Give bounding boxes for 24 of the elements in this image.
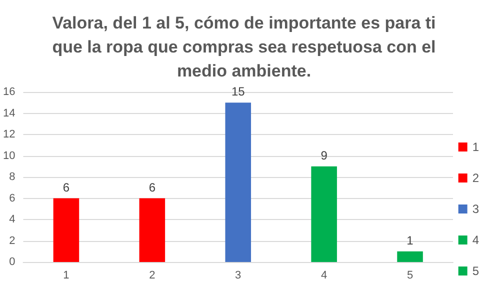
y-tick-label: 2 bbox=[9, 234, 16, 247]
data-label: 9 bbox=[320, 148, 328, 162]
legend-label: 1 bbox=[472, 140, 480, 154]
y-tick-label: 10 bbox=[2, 150, 16, 162]
x-tick-label: 2 bbox=[149, 270, 156, 282]
x-tick-label: 5 bbox=[406, 270, 414, 282]
x-tick-label: 1 bbox=[63, 270, 70, 282]
legend-label: 3 bbox=[472, 202, 480, 216]
data-label: 6 bbox=[62, 180, 70, 194]
y-tick-label: 8 bbox=[9, 171, 16, 183]
y-tick-label: 16 bbox=[2, 86, 16, 98]
x-tick-label: 4 bbox=[321, 270, 328, 282]
y-tick-label: 14 bbox=[2, 107, 16, 120]
y-tick-label: 0 bbox=[9, 256, 16, 268]
y-tick-label: 6 bbox=[9, 192, 16, 204]
data-label: 1 bbox=[406, 233, 414, 248]
legend-label: 4 bbox=[472, 233, 480, 247]
x-tick-label: 3 bbox=[235, 270, 242, 282]
y-tick-label: 4 bbox=[9, 214, 16, 226]
legend-label: 2 bbox=[472, 171, 480, 185]
data-label: 6 bbox=[148, 180, 156, 194]
chart-title: Valora, del 1 al 5, cómo de importante es para ti que la ropa que compras sea respetuosa con el medio ambiente. bbox=[52, 14, 436, 80]
y-tick-label: 12 bbox=[2, 128, 16, 140]
data-label: 15 bbox=[231, 84, 246, 99]
